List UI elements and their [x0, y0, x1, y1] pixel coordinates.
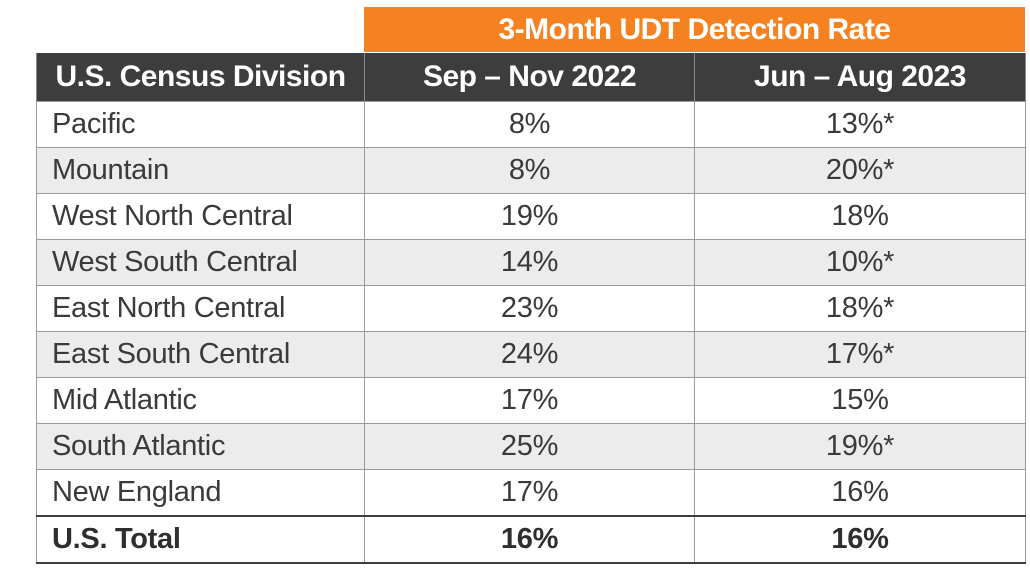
sep-nov-2022-cell: 17% — [364, 377, 695, 424]
division-cell: Mountain — [36, 147, 365, 194]
sep-nov-2022-cell: 17% — [364, 469, 695, 517]
table-row: East North Central 23% 18%* — [36, 285, 1026, 332]
header-row: U.S. Census Division Sep – Nov 2022 Jun … — [36, 53, 1026, 102]
total-division-cell: U.S. Total — [36, 515, 365, 564]
jun-aug-2023-cell: 10%* — [694, 239, 1026, 286]
sep-nov-2022-cell: 19% — [364, 193, 695, 240]
total-sep-nov-2022-cell: 16% — [364, 515, 695, 564]
column-header-jun-aug-2023: Jun – Aug 2023 — [694, 53, 1026, 102]
division-cell: East South Central — [36, 331, 365, 378]
division-cell: South Atlantic — [36, 423, 365, 470]
sep-nov-2022-cell: 23% — [364, 285, 695, 332]
table-row: Mountain 8% 20%* — [36, 147, 1026, 194]
division-cell: Pacific — [36, 101, 365, 148]
table-row: New England 17% 16% — [36, 469, 1026, 517]
jun-aug-2023-cell: 16% — [694, 469, 1026, 517]
total-jun-aug-2023-cell: 16% — [694, 515, 1026, 564]
column-header-division: U.S. Census Division — [36, 53, 365, 102]
table-row: Pacific 8% 13%* — [36, 101, 1026, 148]
jun-aug-2023-cell: 18%* — [694, 285, 1026, 332]
division-cell: New England — [36, 469, 365, 517]
table-row: West South Central 14% 10%* — [36, 239, 1026, 286]
sep-nov-2022-cell: 8% — [364, 101, 695, 148]
division-cell: Mid Atlantic — [36, 377, 365, 424]
division-cell: West North Central — [36, 193, 365, 240]
sep-nov-2022-cell: 24% — [364, 331, 695, 378]
division-cell: East North Central — [36, 285, 365, 332]
sep-nov-2022-cell: 25% — [364, 423, 695, 470]
table-row: East South Central 24% 17%* — [36, 331, 1026, 378]
jun-aug-2023-cell: 15% — [694, 377, 1026, 424]
jun-aug-2023-cell: 20%* — [694, 147, 1026, 194]
total-row: U.S. Total 16% 16% — [36, 515, 1026, 564]
sep-nov-2022-cell: 8% — [364, 147, 695, 194]
sep-nov-2022-cell: 14% — [364, 239, 695, 286]
udt-detection-table: U.S. Census Division Sep – Nov 2022 Jun … — [36, 53, 1026, 564]
division-cell: West South Central — [36, 239, 365, 286]
table-row: Mid Atlantic 17% 15% — [36, 377, 1026, 424]
column-header-sep-nov-2022: Sep – Nov 2022 — [364, 53, 695, 102]
jun-aug-2023-cell: 13%* — [694, 101, 1026, 148]
jun-aug-2023-cell: 18% — [694, 193, 1026, 240]
table-row: West North Central 19% 18% — [36, 193, 1026, 240]
table-row: South Atlantic 25% 19%* — [36, 423, 1026, 470]
jun-aug-2023-cell: 19%* — [694, 423, 1026, 470]
table-super-header: 3-Month UDT Detection Rate — [364, 7, 1025, 52]
jun-aug-2023-cell: 17%* — [694, 331, 1026, 378]
